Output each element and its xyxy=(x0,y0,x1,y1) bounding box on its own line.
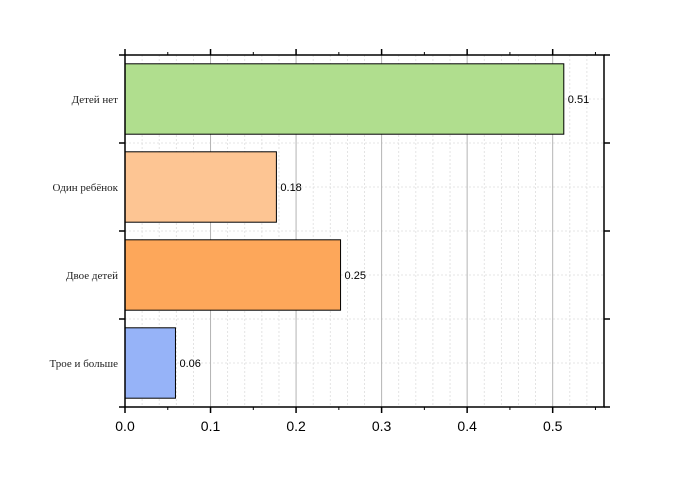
grid-lines xyxy=(125,55,604,407)
category-label: Детей нет xyxy=(72,94,119,106)
category-label: Трое и больше xyxy=(49,358,118,370)
bar xyxy=(124,239,342,311)
category-label: Один ребёнок xyxy=(52,182,118,194)
x-tick-label: 0.5 xyxy=(543,418,563,434)
x-axis-tick-labels: 0.0 0.1 0.2 0.3 0.4 0.5 xyxy=(115,418,562,434)
bar xyxy=(124,63,565,135)
x-tick-label: 0.0 xyxy=(115,418,135,434)
bar xyxy=(124,151,277,223)
bar-value-label: 0.06 xyxy=(179,358,200,370)
x-tick-label: 0.1 xyxy=(201,418,221,434)
y-axis-category-labels: Детей нет Один ребёнок Двое детей Трое и бо… xyxy=(49,94,118,370)
category-label: Двое детей xyxy=(66,270,118,282)
bar-value-label: 0.51 xyxy=(568,94,589,106)
x-tick-label: 0.2 xyxy=(286,418,306,434)
bar-value-label: 0.25 xyxy=(345,270,366,282)
x-tick-label: 0.3 xyxy=(372,418,392,434)
data-labels: 0.51 0.18 0.25 0.06 xyxy=(179,94,589,370)
bar-value-label: 0.18 xyxy=(280,182,301,194)
axis-ticks xyxy=(119,49,610,413)
x-tick-label: 0.4 xyxy=(457,418,477,434)
bar xyxy=(124,327,176,399)
